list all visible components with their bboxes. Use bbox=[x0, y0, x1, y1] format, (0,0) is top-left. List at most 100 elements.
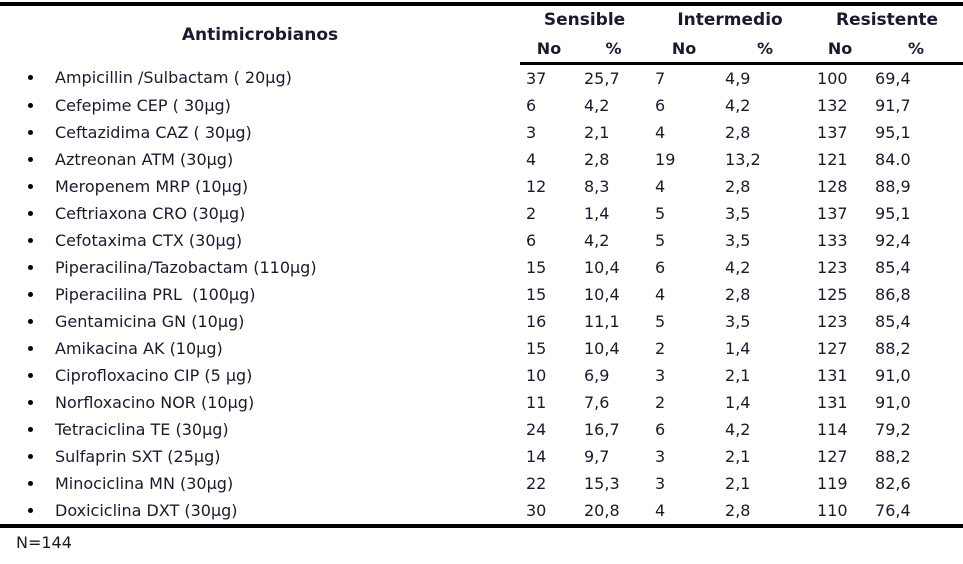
value-cell-r_no: 123 bbox=[817, 312, 848, 331]
value-cell-s_pct: 10,4 bbox=[584, 258, 620, 277]
antimicrobial-name-cell: Gentamicina GN (10µg) bbox=[0, 308, 520, 335]
antimicrobial-name-cell: Ampicillin /Sulbactam ( 20µg) bbox=[0, 64, 520, 93]
antimicrobial-name-cell: Doxiciclina DXT (30µg) bbox=[0, 497, 520, 526]
value-cell-s_no: 10 bbox=[526, 366, 547, 385]
value-cell-r_no: 123 bbox=[817, 258, 848, 277]
value-cell-r_no: 137 bbox=[817, 123, 848, 142]
value-cell-s_pct: 7,6 bbox=[584, 393, 610, 412]
value-cell-i_pct: 1,4 bbox=[725, 393, 751, 412]
value-cell-r_no: 121 bbox=[817, 150, 848, 169]
value-cell-s_pct: 4,2 bbox=[584, 231, 610, 250]
value-cell-r_pct: 91,7 bbox=[875, 96, 911, 115]
table-row: Minociclina MN (30µg) 22 15,3 3 2,1 119 82,6 bbox=[0, 470, 963, 497]
subheader-intermedio-no: No bbox=[649, 34, 720, 65]
value-cell-i_pct: 3,5 bbox=[725, 312, 751, 331]
antimicrobial-name: Amikacina AK (10µg) bbox=[55, 339, 223, 358]
value-cell-r_no: 119 bbox=[817, 474, 848, 493]
value-cell-s_no: 11 bbox=[526, 393, 547, 412]
value-cell-s_pct: 9,7 bbox=[584, 447, 610, 466]
value-cell-r_pct: 88,9 bbox=[875, 177, 911, 196]
value-cell-i_pct: 13,2 bbox=[725, 150, 761, 169]
bullet-icon bbox=[28, 211, 33, 216]
table-row: Aztreonan ATM (30µg) 4 2,8 19 13,2 121 84.0 bbox=[0, 146, 963, 173]
value-cell-s_pct: 10,4 bbox=[584, 285, 620, 304]
value-cell-r_pct: 95,1 bbox=[875, 204, 911, 223]
value-cell-r_pct: 88,2 bbox=[875, 447, 911, 466]
value-cell-r_no: 110 bbox=[817, 501, 848, 520]
table-row: Gentamicina GN (10µg) 16 11,1 5 3,5 123 85,4 bbox=[0, 308, 963, 335]
antimicrobial-name: Piperacilina PRL (100µg) bbox=[55, 285, 256, 304]
table-row: Amikacina AK (10µg) 15 10,4 2 1,4 127 88,2 bbox=[0, 335, 963, 362]
value-cell-s_pct: 20,8 bbox=[584, 501, 620, 520]
value-cell-r_pct: 95,1 bbox=[875, 123, 911, 142]
value-cell-s_no: 2 bbox=[526, 204, 537, 223]
table-row: Ampicillin /Sulbactam ( 20µg) 37 25,7 7 4,9 1… bbox=[0, 64, 963, 93]
bullet-icon bbox=[28, 427, 33, 432]
antimicrobial-name: Minociclina MN (30µg) bbox=[55, 474, 234, 493]
bullet-icon bbox=[28, 75, 33, 81]
value-cell-s_no: 3 bbox=[526, 123, 537, 142]
value-cell-r_no: 128 bbox=[817, 177, 848, 196]
value-cell-s_pct: 2,1 bbox=[584, 123, 610, 142]
value-cell-r_no: 131 bbox=[817, 366, 848, 385]
bullet-icon bbox=[28, 292, 33, 297]
antimicrobial-name: Ciprofloxacino CIP (5 µg) bbox=[55, 366, 253, 385]
value-cell-i_pct: 3,5 bbox=[725, 204, 751, 223]
antimicrobial-name: Aztreonan ATM (30µg) bbox=[55, 150, 234, 169]
antimicrobial-name: Ceftazidima CAZ ( 30µg) bbox=[55, 123, 252, 142]
value-cell-s_pct: 8,3 bbox=[584, 177, 610, 196]
value-cell-i_pct: 2,8 bbox=[725, 501, 751, 520]
value-cell-r_pct: 85,4 bbox=[875, 312, 911, 331]
bullet-icon bbox=[28, 319, 33, 324]
value-cell-i_no: 4 bbox=[655, 501, 666, 520]
column-group-sensible: Sensible bbox=[543, 10, 626, 30]
value-cell-i_pct: 4,2 bbox=[725, 96, 751, 115]
column-group-intermedio: Intermedio bbox=[677, 10, 783, 30]
antimicrobial-name-cell: Ciprofloxacino CIP (5 µg) bbox=[0, 362, 520, 389]
subheader-sensible-pct: % bbox=[578, 34, 650, 65]
table-row: Doxiciclina DXT (30µg) 30 20,8 4 2,8 110 76,4 bbox=[0, 497, 963, 526]
value-cell-s_no: 22 bbox=[526, 474, 547, 493]
value-cell-s_no: 15 bbox=[526, 339, 547, 358]
value-cell-r_pct: 84.0 bbox=[875, 150, 911, 169]
value-cell-s_pct: 15,3 bbox=[584, 474, 620, 493]
bullet-icon bbox=[28, 346, 33, 351]
value-cell-r_no: 131 bbox=[817, 393, 848, 412]
value-cell-s_no: 4 bbox=[526, 150, 537, 169]
value-cell-s_no: 15 bbox=[526, 285, 547, 304]
value-cell-s_pct: 25,7 bbox=[584, 69, 620, 88]
subheader-resistente-pct: % bbox=[869, 34, 963, 65]
bullet-icon bbox=[28, 184, 33, 189]
value-cell-r_pct: 91,0 bbox=[875, 393, 911, 412]
bullet-icon bbox=[28, 508, 33, 513]
value-cell-i_pct: 4,2 bbox=[725, 258, 751, 277]
value-cell-r_no: 127 bbox=[817, 339, 848, 358]
antimicrobials-table: Antimicrobianos Sensible Intermedio Resi… bbox=[0, 2, 963, 528]
value-cell-s_pct: 1,4 bbox=[584, 204, 610, 223]
value-cell-s_no: 37 bbox=[526, 69, 547, 88]
value-cell-s_no: 12 bbox=[526, 177, 547, 196]
bullet-icon bbox=[28, 373, 33, 378]
value-cell-i_no: 6 bbox=[655, 258, 666, 277]
value-cell-i_no: 2 bbox=[655, 393, 666, 412]
antimicrobial-name: Cefotaxima CTX (30µg) bbox=[55, 231, 243, 250]
value-cell-r_pct: 92,4 bbox=[875, 231, 911, 250]
value-cell-i_pct: 2,1 bbox=[725, 447, 751, 466]
value-cell-s_no: 14 bbox=[526, 447, 547, 466]
bullet-icon bbox=[28, 130, 33, 135]
value-cell-i_pct: 2,8 bbox=[725, 177, 751, 196]
bullet-icon bbox=[28, 238, 33, 243]
antimicrobial-name-cell: Meropenem MRP (10µg) bbox=[0, 173, 520, 200]
antimicrobial-name: Norfloxacino NOR (10µg) bbox=[55, 393, 255, 412]
value-cell-s_no: 6 bbox=[526, 96, 537, 115]
table-header: Antimicrobianos Sensible Intermedio Resi… bbox=[0, 4, 963, 65]
value-cell-r_no: 127 bbox=[817, 447, 848, 466]
value-cell-i_pct: 2,8 bbox=[725, 123, 751, 142]
value-cell-s_no: 24 bbox=[526, 420, 547, 439]
value-cell-i_no: 4 bbox=[655, 123, 666, 142]
value-cell-s_pct: 16,7 bbox=[584, 420, 620, 439]
value-cell-s_pct: 10,4 bbox=[584, 339, 620, 358]
bullet-icon bbox=[28, 481, 33, 486]
value-cell-s_no: 15 bbox=[526, 258, 547, 277]
